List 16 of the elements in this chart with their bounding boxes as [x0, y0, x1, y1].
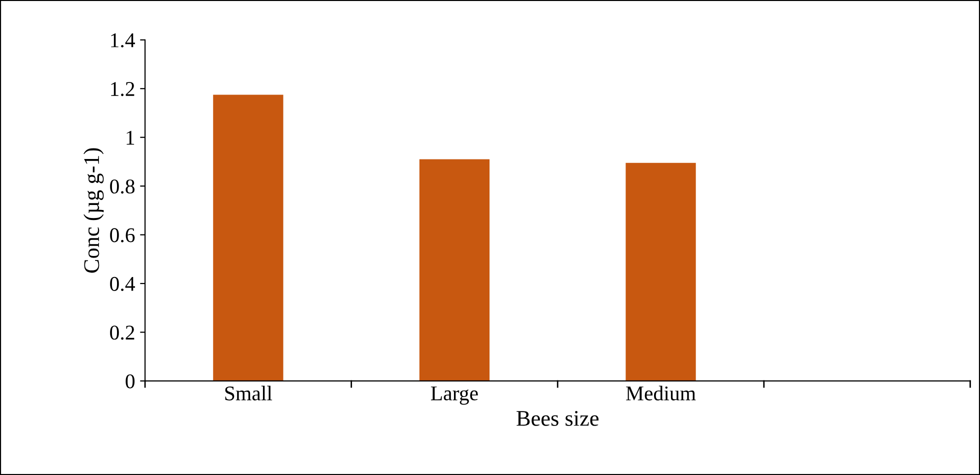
bar [419, 159, 490, 381]
y-tick-label: 0.8 [110, 179, 135, 194]
y-axis-title: Conc (µg g-1) [84, 148, 104, 273]
bar [626, 162, 696, 381]
x-tick-label: Large [430, 386, 478, 405]
y-tick-label: 0 [126, 374, 135, 388]
x-tick-label: Small [225, 386, 272, 400]
x-tick-label: Medium [626, 386, 696, 400]
y-tick-label: 0.2 [110, 326, 134, 340]
y-tick-label: 1 [126, 130, 134, 145]
y-tick-label: 1.2 [111, 82, 134, 96]
y-tick-label: 1.4 [111, 33, 135, 48]
bar [213, 94, 284, 381]
x-axis-title: Bees size [516, 410, 598, 426]
y-tick-label: 0.4 [110, 276, 135, 292]
y-tick-label: 0.6 [110, 228, 135, 242]
